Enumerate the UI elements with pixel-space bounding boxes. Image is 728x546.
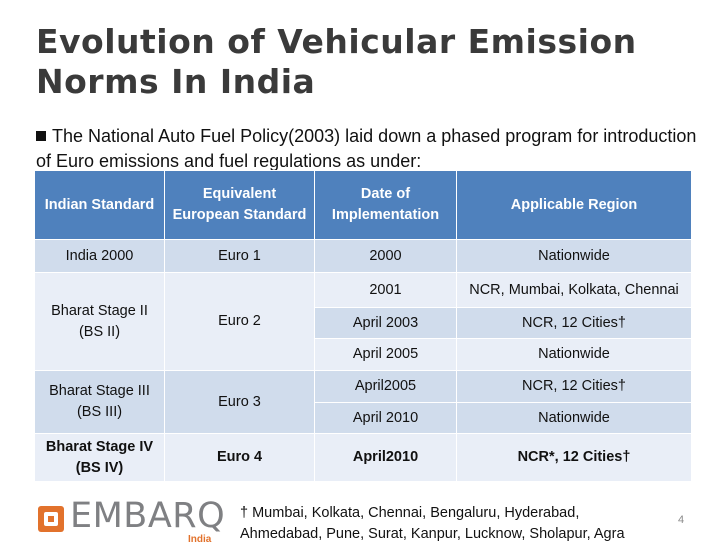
header-region: Applicable Region — [456, 170, 692, 240]
region-cell: Nationwide — [456, 338, 692, 371]
euro-cell: Euro 2 — [164, 272, 315, 371]
standard-cell: Bharat Stage IV (BS IV) — [34, 433, 165, 482]
region-cell: Nationwide — [456, 239, 692, 273]
emission-norms-table: Indian Standard Equivalent European Stan… — [34, 170, 692, 482]
date-cell: 2000 — [314, 239, 457, 273]
date-cell: April 2010 — [314, 402, 457, 434]
footnote: † Mumbai, Kolkata, Chennai, Bengaluru, H… — [240, 503, 625, 545]
table-row: April 2010 Nationwide — [35, 402, 692, 434]
region-cell: NCR*, 12 Cities† — [456, 433, 692, 482]
slide-title: Evolution of Vehicular Emission Norms In… — [36, 22, 637, 101]
table-row: April 2003 NCR, 12 Cities† — [35, 307, 692, 339]
header-european-standard: Equivalent European Standard — [164, 170, 315, 240]
table-row: Bharat Stage III (BS III) Euro 3 April20… — [34, 370, 692, 434]
date-cell: April 2005 — [314, 338, 457, 371]
footnote-line-2: Ahmedabad, Pune, Surat, Kanpur, Lucknow,… — [240, 526, 625, 542]
region-cell: Nationwide — [456, 402, 692, 434]
intro-text-content: The National Auto Fuel Policy(2003) laid… — [36, 126, 697, 171]
date-cell: April2010 — [314, 433, 457, 482]
date-cell: April 2003 — [314, 307, 457, 339]
region-cell: NCR, 12 Cities† — [456, 307, 692, 339]
bullet-square-icon — [36, 131, 46, 141]
header-date: Date of Implementation — [314, 170, 457, 240]
logo-subtitle: India — [188, 534, 212, 545]
embarq-mark-icon — [38, 506, 64, 532]
intro-text: The National Auto Fuel Policy(2003) laid… — [36, 124, 716, 174]
euro-cell: Euro 3 — [164, 370, 315, 434]
standard-cell: Bharat Stage III (BS III) — [34, 370, 165, 434]
page-number: 4 — [678, 514, 685, 526]
footnote-line-1: † Mumbai, Kolkata, Chennai, Bengaluru, H… — [240, 505, 580, 521]
euro-cell: Euro 4 — [164, 433, 315, 482]
table-row: Bharat Stage IV (BS IV) Euro 4 April2010… — [34, 433, 692, 482]
table-row: India 2000 Euro 1 2000 Nationwide — [34, 239, 692, 273]
region-cell: NCR, Mumbai, Kolkata, Chennai — [456, 272, 692, 308]
table-row: Bharat Stage II (BS II) Euro 2 2001 NCR,… — [34, 272, 692, 371]
logo-wordmark: EMBARQ — [70, 496, 226, 536]
table-header-row: Indian Standard Equivalent European Stan… — [34, 170, 692, 240]
euro-cell: Euro 1 — [164, 239, 315, 273]
embarq-logo: EMBARQ India — [36, 496, 236, 545]
table-row: April 2005 Nationwide — [35, 338, 692, 371]
standard-cell: India 2000 — [34, 239, 165, 273]
date-cell: 2001 — [314, 272, 457, 308]
standard-cell: Bharat Stage II (BS II) — [34, 272, 165, 371]
header-indian-standard: Indian Standard — [34, 170, 165, 240]
region-cell: NCR, 12 Cities† — [456, 370, 692, 403]
date-cell: April2005 — [314, 370, 457, 403]
